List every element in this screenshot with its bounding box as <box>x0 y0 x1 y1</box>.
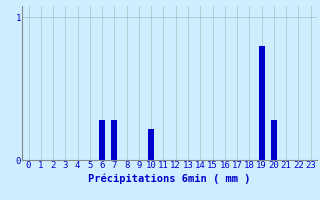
Bar <box>99 120 105 160</box>
X-axis label: Précipitations 6min ( mm ): Précipitations 6min ( mm ) <box>88 173 251 184</box>
Bar <box>259 46 265 160</box>
Bar <box>111 120 117 160</box>
Bar <box>271 120 277 160</box>
Bar <box>148 129 154 160</box>
